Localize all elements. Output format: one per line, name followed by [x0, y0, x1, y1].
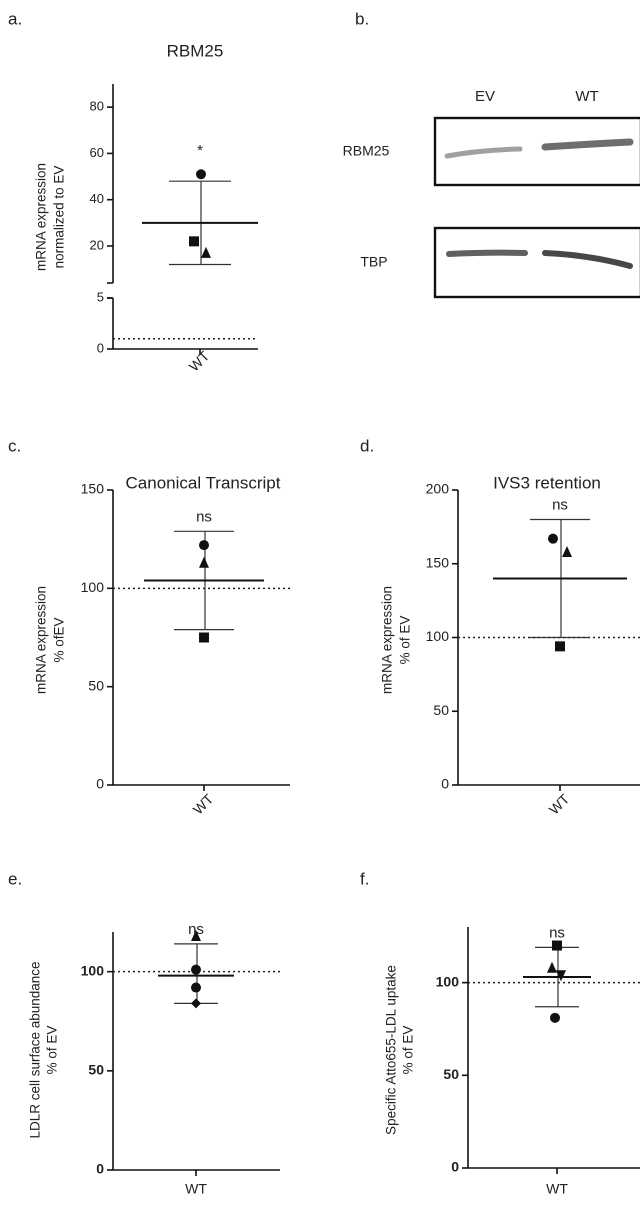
chart-title: Canonical Transcript — [126, 473, 281, 492]
y-tick-label: 200 — [426, 481, 450, 497]
figure: a.RBM25mRNA expressionnormalized to EV05… — [0, 0, 640, 1205]
y-axis-label: % of EV — [398, 616, 413, 665]
y-axis-label: % of EV — [45, 1026, 60, 1075]
data-point — [199, 633, 209, 643]
panel-label: e. — [8, 869, 22, 888]
lane-label: EV — [475, 88, 495, 105]
y-tick-label: 150 — [426, 554, 450, 570]
data-point — [189, 236, 199, 246]
x-tick-label: WT — [186, 347, 213, 374]
data-point — [552, 941, 562, 951]
data-point — [191, 983, 201, 993]
page: {"chart_data": [ {"type": "dotplot", "la… — [0, 0, 640, 1205]
y-axis-label: LDLR cell surface abundance — [28, 961, 43, 1138]
x-tick-label: WT — [546, 1181, 568, 1197]
y-tick-label: 20 — [90, 237, 104, 252]
y-axis-label: % of EV — [401, 1026, 416, 1075]
data-point — [562, 546, 572, 557]
annotation: ns — [552, 496, 568, 513]
y-tick-label: 60 — [90, 145, 104, 160]
data-point — [196, 169, 206, 179]
x-tick-label: WT — [190, 790, 217, 817]
annotation: ns — [188, 921, 204, 938]
y-axis-label: Specific Atto655-LDL uptake — [384, 965, 399, 1135]
y-tick-label: 40 — [90, 191, 104, 206]
y-tick-label: 150 — [81, 481, 105, 497]
y-tick-label: 0 — [97, 340, 104, 355]
annotation: * — [197, 142, 203, 159]
y-tick-label: 0 — [441, 776, 449, 792]
y-tick-label: 50 — [433, 702, 449, 718]
lane-label: WT — [575, 88, 598, 105]
y-tick-label: 5 — [97, 289, 104, 304]
y-axis-label: % ofEV — [52, 617, 67, 662]
data-point — [548, 534, 558, 544]
data-point — [191, 998, 201, 1008]
data-point — [191, 965, 201, 975]
y-axis-label: mRNA expression — [380, 586, 395, 694]
chart-title: RBM25 — [167, 41, 224, 60]
data-point — [555, 641, 565, 651]
y-tick-label: 50 — [88, 1062, 104, 1078]
y-tick-label: 100 — [426, 628, 450, 644]
y-tick-label: 50 — [88, 677, 104, 693]
y-tick-label: 80 — [90, 99, 104, 114]
panel-label: c. — [8, 436, 21, 455]
data-point — [199, 557, 209, 568]
annotation: ns — [196, 508, 212, 525]
annotation: ns — [549, 924, 565, 941]
y-tick-label: 0 — [96, 1161, 104, 1177]
y-tick-label: 0 — [451, 1159, 459, 1175]
y-tick-label: 100 — [436, 973, 460, 989]
panel-label: a. — [8, 9, 22, 28]
panel-label: d. — [360, 436, 374, 455]
y-axis-label: normalized to EV — [52, 166, 67, 269]
row-label: RBM25 — [343, 143, 390, 159]
data-point — [547, 962, 557, 973]
x-tick-label: WT — [546, 790, 573, 817]
data-point — [550, 1013, 560, 1023]
y-tick-label: 50 — [443, 1066, 459, 1082]
y-tick-label: 100 — [81, 579, 105, 595]
y-axis-label: mRNA expression — [34, 163, 49, 271]
y-axis-label: mRNA expression — [34, 586, 49, 694]
chart-title: IVS3 retention — [493, 473, 601, 492]
data-point — [201, 247, 211, 258]
row-label: TBP — [360, 254, 387, 270]
x-tick-label: WT — [185, 1181, 207, 1197]
data-point — [199, 540, 209, 550]
y-tick-label: 0 — [96, 776, 104, 792]
blot-band — [449, 253, 525, 254]
panel-label: f. — [360, 869, 369, 888]
y-tick-label: 100 — [81, 962, 105, 978]
panel-label: b. — [355, 9, 369, 28]
